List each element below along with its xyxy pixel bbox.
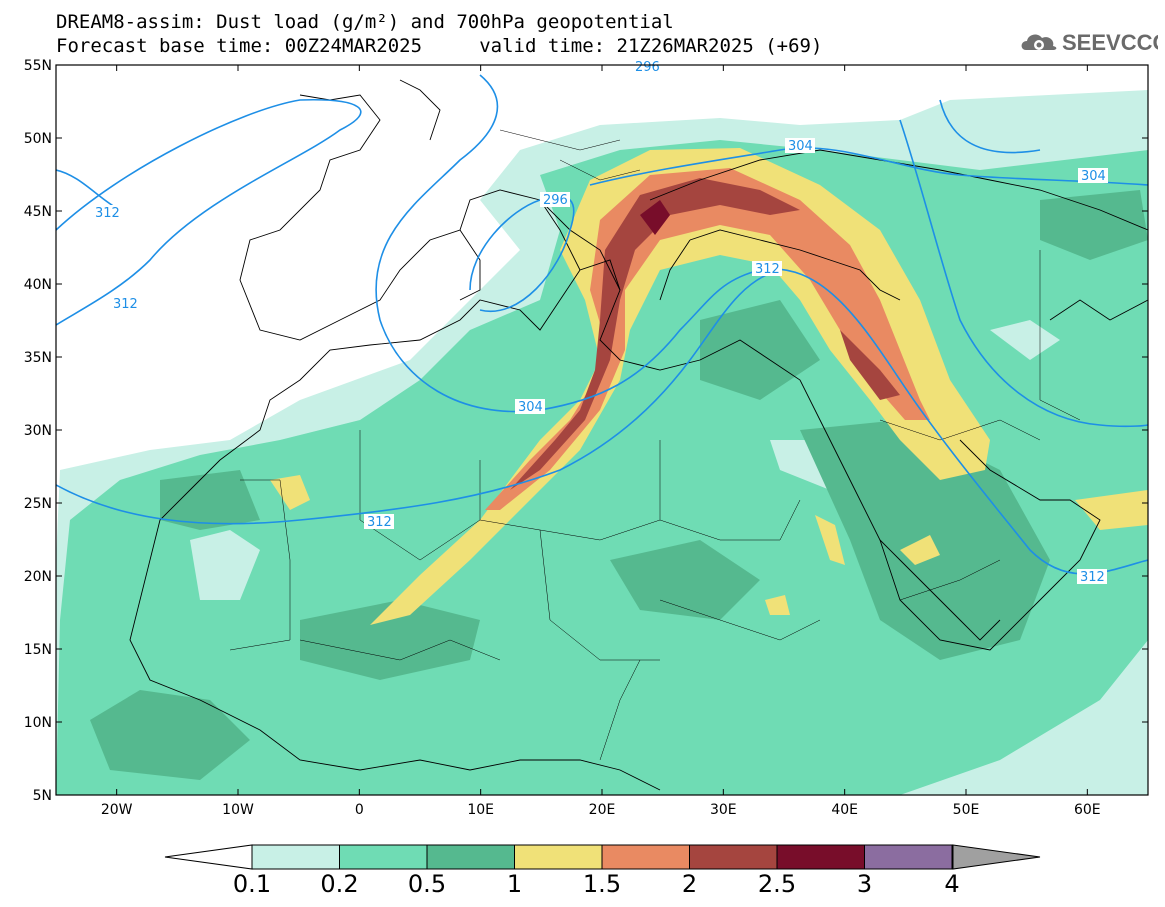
- logo-text: SEEVCCC: [1062, 30, 1158, 55]
- contour-label: 312: [1080, 570, 1105, 585]
- lat-tick-label: 40N: [24, 277, 52, 293]
- lat-tick-label: 5N: [33, 788, 52, 804]
- contour-label: 312: [367, 515, 392, 530]
- contour-label: 296: [543, 193, 568, 208]
- colorbar-label: 0.5: [407, 870, 447, 898]
- map-subtitle: Forecast base time: 00Z24MAR2025 valid t…: [56, 35, 823, 57]
- colorbar-segment: [864, 844, 953, 870]
- contour-label: 312: [113, 297, 138, 312]
- lon-tick-label: 30E: [710, 802, 737, 818]
- cloud-gear-icon: SEEVCCC: [1021, 30, 1165, 55]
- colorbar-label: 0.2: [320, 870, 359, 898]
- colorbar-label: 2: [681, 870, 698, 898]
- contour-label: 304: [518, 400, 543, 415]
- lat-tick-label: 35N: [24, 350, 52, 366]
- contour-label: 312: [755, 262, 780, 277]
- geopotential-contours: [56, 74, 1148, 575]
- colorbar-label: 1.5: [582, 870, 622, 898]
- contour-labels: 312 312 296 296 304 304 304 312 312 312: [92, 60, 1108, 585]
- lat-labels: 55N 50N 45N 40N 35N 30N 25N 20N 15N 10N 5N: [24, 58, 52, 804]
- lon-tick-label: 10E: [467, 802, 494, 818]
- lon-tick-label: 60E: [1074, 802, 1101, 818]
- lon-tick-label: 10W: [222, 802, 254, 818]
- map-title: DREAM8-assim: Dust load (g/m²) and 700hP…: [56, 11, 674, 33]
- lat-tick-label: 30N: [24, 423, 52, 439]
- colorbar-high-arrow: [952, 844, 1041, 870]
- lon-tick-label: 20E: [589, 802, 616, 818]
- lat-tick-label: 45N: [24, 204, 52, 220]
- contour-label: 304: [1081, 169, 1106, 184]
- lon-tick-label: 0: [355, 802, 364, 818]
- colorbar-low-arrow: [164, 844, 253, 870]
- colorbar-label: 3: [856, 870, 873, 898]
- lon-tick-label: 20W: [101, 802, 133, 818]
- colorbar-segment: [776, 844, 865, 870]
- colorbar-segment: [426, 844, 515, 870]
- colorbar-segment: [689, 844, 778, 870]
- colorbar-segment: [339, 844, 428, 870]
- seevccc-logo: SEEVCCC: [1018, 26, 1165, 56]
- colorbar-segment: [514, 844, 603, 870]
- lon-tick-label: 40E: [831, 802, 858, 818]
- contour-label: 296: [635, 60, 660, 75]
- lat-tick-label: 55N: [24, 58, 52, 74]
- axis-ticks: [56, 64, 1148, 796]
- colorbar-label: 1: [506, 870, 523, 898]
- colorbar-segment: [601, 844, 690, 870]
- contour-label: 312: [95, 206, 120, 221]
- lat-tick-label: 10N: [24, 715, 52, 731]
- colorbar-label: 2.5: [757, 870, 797, 898]
- colorbar-segment: [251, 844, 340, 870]
- contour-label: 304: [788, 139, 813, 154]
- colorbar: [164, 844, 1041, 870]
- colorbar-label: 4: [944, 870, 960, 898]
- lon-tick-label: 50E: [953, 802, 980, 818]
- lat-tick-label: 50N: [24, 131, 52, 147]
- lat-tick-label: 20N: [24, 569, 52, 585]
- coastlines: [129, 79, 1148, 791]
- colorbar-label: 0.1: [232, 870, 272, 898]
- lon-labels: 20W 10W 0 10E 20E 30E 40E 50E 60E: [101, 802, 1101, 818]
- country-borders: [229, 129, 1081, 761]
- lat-tick-label: 15N: [24, 642, 52, 658]
- dust-field: [56, 90, 1148, 795]
- lat-tick-label: 25N: [24, 496, 52, 512]
